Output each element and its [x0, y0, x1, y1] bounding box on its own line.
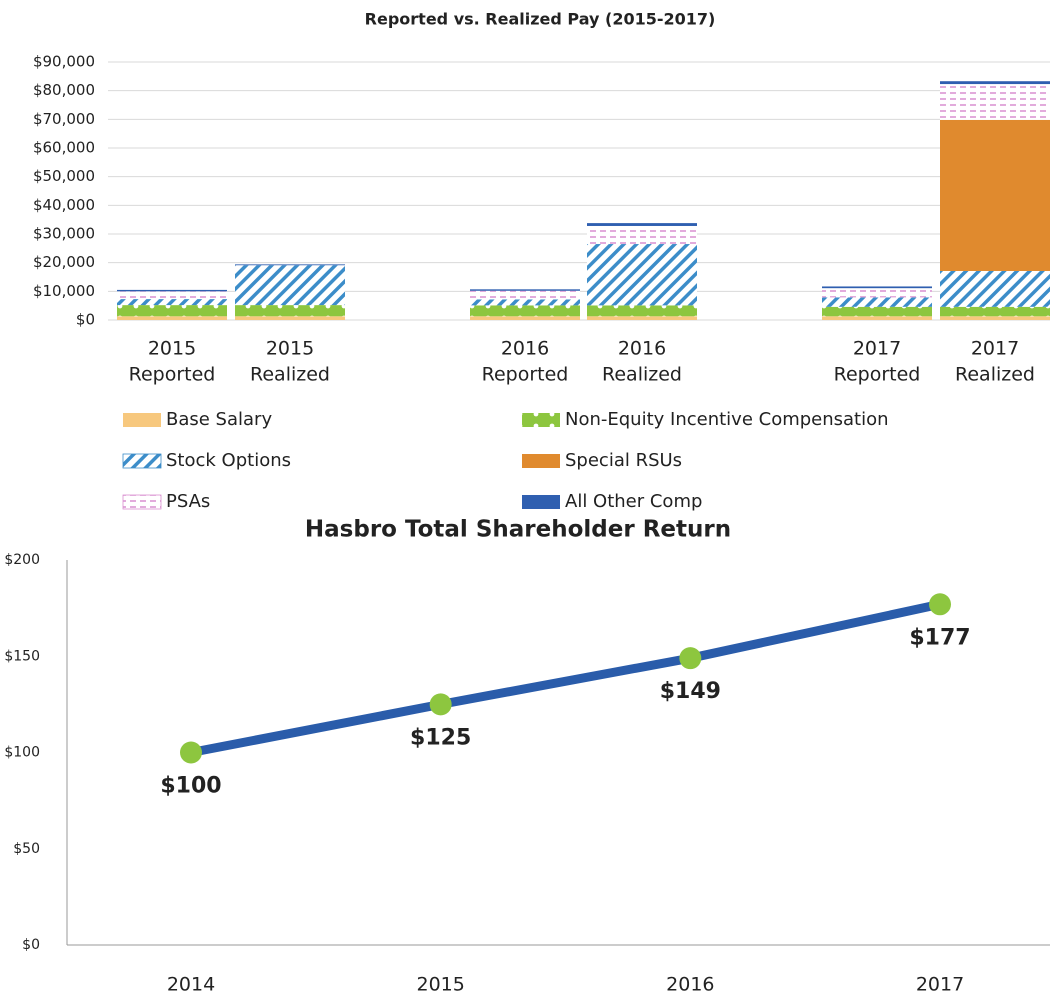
bar-segment	[117, 289, 227, 292]
legend-swatch	[522, 413, 560, 427]
y-tick-label: $0	[76, 311, 95, 329]
x-tick-label: 2017	[971, 338, 1019, 360]
y-tick-label: $60,000	[33, 139, 95, 157]
bar-segment	[117, 299, 227, 306]
data-label: $100	[160, 774, 221, 799]
bar-segment	[822, 306, 932, 317]
bar-segment	[470, 289, 580, 291]
point	[429, 693, 452, 716]
bar-segment	[587, 244, 697, 306]
bar-segment	[235, 265, 345, 306]
y-tick-label: $50,000	[33, 167, 95, 185]
bar-segment	[587, 305, 697, 317]
bar-segment	[822, 286, 932, 289]
y-tick-label: $50	[13, 841, 40, 857]
bar-segment	[470, 305, 580, 317]
line-chart-title: Hasbro Total Shareholder Return	[305, 517, 731, 543]
bar-segment	[940, 81, 1050, 85]
point	[929, 593, 951, 616]
y-tick-label: $100	[4, 745, 40, 761]
x-tick-label: Realized	[955, 364, 1035, 386]
bar-segment	[470, 299, 580, 306]
x-tick-label: 2016	[501, 338, 549, 360]
bar-segment	[117, 316, 227, 320]
y-tick-label: $40,000	[33, 196, 95, 214]
legend-label: Non-Equity Incentive Compensation	[565, 409, 889, 430]
x-tick-label: Realized	[602, 364, 682, 386]
y-tick-label: $10,000	[33, 282, 95, 300]
point	[180, 741, 202, 764]
legend-label: Special RSUs	[565, 450, 682, 471]
x-tick-label: 2015	[266, 338, 314, 360]
bar-segment	[235, 316, 345, 320]
x-tick-label: 2015	[416, 974, 464, 996]
y-tick-label: $200	[4, 552, 40, 568]
bar-segment	[822, 316, 932, 320]
bar-segment	[587, 223, 697, 226]
y-tick-label: $0	[22, 937, 40, 953]
legend-label: PSAs	[166, 491, 210, 512]
bar-segment	[117, 291, 227, 300]
data-label: $125	[410, 725, 471, 750]
legend-swatch	[522, 495, 560, 509]
bar-segment	[470, 316, 580, 320]
point	[679, 647, 702, 670]
bar-segment	[940, 119, 1050, 271]
x-tick-label: Realized	[250, 364, 330, 386]
x-tick-label: 2017	[853, 338, 901, 360]
y-tick-label: $30,000	[33, 225, 95, 243]
y-tick-label: $150	[4, 648, 40, 664]
x-tick-label: 2016	[666, 974, 714, 996]
bar-segment	[822, 297, 932, 307]
x-tick-label: Reported	[129, 364, 216, 386]
data-label: $149	[660, 679, 721, 704]
bar-segment	[940, 306, 1050, 317]
legend-swatch	[122, 494, 162, 510]
x-tick-label: 2016	[618, 338, 666, 360]
legend-swatch	[122, 453, 162, 469]
bar-segment	[822, 288, 932, 298]
bar-segment	[940, 84, 1050, 120]
legend-swatch	[522, 454, 560, 468]
line	[190, 599, 941, 757]
y-tick-label: $70,000	[33, 110, 95, 128]
data-label: $177	[909, 625, 970, 650]
legend-label: Base Salary	[166, 409, 272, 430]
y-tick-label: $80,000	[33, 81, 95, 99]
bar-segment	[940, 270, 1050, 307]
bar-segment	[587, 316, 697, 320]
bar-segment	[940, 316, 1050, 320]
x-tick-label: Reported	[834, 364, 921, 386]
x-tick-label: 2017	[916, 974, 964, 996]
legend-label: All Other Comp	[565, 491, 702, 512]
bar-segment	[587, 225, 697, 245]
bar-chart-title: Reported vs. Realized Pay (2015-2017)	[365, 10, 716, 29]
bar-segment	[470, 290, 580, 300]
x-tick-label: 2014	[167, 974, 215, 996]
bar-segment	[117, 305, 227, 317]
y-tick-label: $20,000	[33, 253, 95, 271]
x-tick-label: Reported	[482, 364, 569, 386]
x-tick-label: 2015	[148, 338, 196, 360]
legend-swatch	[123, 413, 161, 427]
bar-segment	[235, 264, 345, 266]
bar-segment	[235, 305, 345, 317]
y-tick-label: $90,000	[33, 53, 95, 71]
legend-label: Stock Options	[166, 450, 291, 471]
